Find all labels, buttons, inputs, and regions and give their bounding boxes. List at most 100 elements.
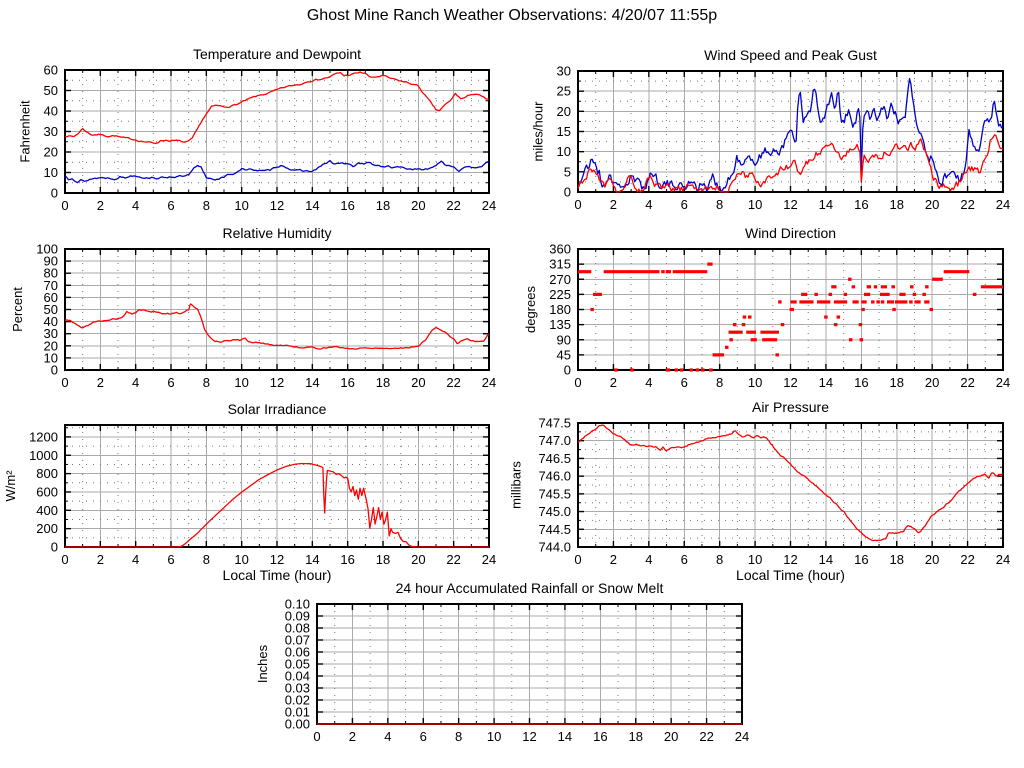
x-tick-label: 20 <box>411 552 425 567</box>
relative-humidity-line <box>64 303 490 350</box>
x-tick-label: 20 <box>411 375 425 390</box>
x-tick-label: 8 <box>716 197 723 212</box>
y-tick-label: 0 <box>51 186 58 201</box>
x-tick-label: 4 <box>132 198 139 213</box>
y-tick-label: 0.09 <box>285 609 310 624</box>
x-tick-label: 24 <box>482 552 496 567</box>
chart-title: Air Pressure <box>752 399 829 415</box>
x-tick-label: 16 <box>854 375 868 390</box>
x-tick-label: 10 <box>234 375 248 390</box>
y-tick-label: 50 <box>44 302 58 317</box>
x-tick-label: 6 <box>681 197 688 212</box>
y-tick-label: 1000 <box>29 448 58 463</box>
x-tick-label: 12 <box>783 552 797 567</box>
y-tick-label: 0.08 <box>285 621 310 636</box>
x-tick-label: 12 <box>522 729 536 744</box>
x-tick-label: 24 <box>996 197 1010 212</box>
x-tick-label: 22 <box>960 197 974 212</box>
x-tick-label: 24 <box>482 375 496 390</box>
y-tick-label: 0.07 <box>285 633 310 648</box>
y-tick-label: 50 <box>44 83 58 98</box>
x-tick-label: 4 <box>645 552 652 567</box>
y-tick-label: 800 <box>36 466 58 481</box>
y-tick-label: 0 <box>564 185 571 200</box>
x-tick-label: 22 <box>960 552 974 567</box>
x-tick-label: 10 <box>748 197 762 212</box>
y-tick-label: 45 <box>557 347 571 362</box>
x-tick-label: 6 <box>681 552 688 567</box>
y-tick-label: 200 <box>36 521 58 536</box>
x-tick-label: 0 <box>574 375 581 390</box>
y-tick-label: 400 <box>36 503 58 518</box>
x-tick-label: 22 <box>699 729 713 744</box>
x-tick-label: 18 <box>376 198 390 213</box>
x-tick-label: 18 <box>890 552 904 567</box>
x-tick-label: 6 <box>681 375 688 390</box>
peak-gust-line <box>577 78 1004 193</box>
x-tick-label: 2 <box>610 197 617 212</box>
x-tick-label: 12 <box>270 375 284 390</box>
y-tick-label: 745.5 <box>538 486 571 501</box>
y-tick-label: 30 <box>44 124 58 139</box>
y-tick-label: 744.5 <box>538 522 571 537</box>
x-tick-label: 18 <box>629 729 643 744</box>
x-tick-label: 16 <box>340 375 354 390</box>
air-pressure-line <box>577 424 1004 542</box>
dewpoint-line <box>64 159 490 184</box>
y-tick-label: 90 <box>557 332 571 347</box>
chart-temperature-and-dewpoint: 0 2 4 6 8 10 12 14 16 18 20 22 240102030405060Temper… <box>17 46 496 213</box>
x-tick-label: 14 <box>819 197 833 212</box>
x-tick-label: 10 <box>487 729 501 744</box>
y-tick-label: 0 <box>51 540 58 555</box>
x-tick-label: 2 <box>610 375 617 390</box>
x-tick-label: 0 <box>574 197 581 212</box>
x-tick-label: 8 <box>203 198 210 213</box>
x-tick-label: 8 <box>203 375 210 390</box>
chart-title: Temperature and Dewpoint <box>193 46 361 62</box>
x-tick-label: 24 <box>482 198 496 213</box>
x-tick-label: 4 <box>645 197 652 212</box>
x-tick-label: 16 <box>854 197 868 212</box>
y-axis-label: Percent <box>10 287 25 332</box>
x-tick-label: 14 <box>819 375 833 390</box>
x-tick-label: 2 <box>97 552 104 567</box>
x-tick-label: 6 <box>420 729 427 744</box>
y-tick-label: 0.05 <box>285 657 310 672</box>
y-tick-label: 0 <box>51 363 58 378</box>
x-tick-label: 20 <box>664 729 678 744</box>
x-tick-label: 20 <box>925 375 939 390</box>
y-tick-label: 0.10 <box>285 597 310 612</box>
x-tick-label: 24 <box>996 552 1010 567</box>
x-tick-label: 16 <box>593 729 607 744</box>
y-tick-label: 745.0 <box>538 504 571 519</box>
y-tick-label: 10 <box>557 144 571 159</box>
y-tick-label: 747.0 <box>538 433 571 448</box>
x-tick-label: 8 <box>455 729 462 744</box>
x-tick-label: 6 <box>167 198 174 213</box>
x-tick-label: 4 <box>384 729 391 744</box>
y-tick-label: 10 <box>44 350 58 365</box>
x-tick-label: 18 <box>890 197 904 212</box>
y-tick-label: 747.5 <box>538 416 571 431</box>
y-tick-label: 30 <box>44 326 58 341</box>
x-tick-label: 24 <box>735 729 749 744</box>
y-tick-label: 0.03 <box>285 681 310 696</box>
x-tick-label: 16 <box>340 198 354 213</box>
x-tick-label: 16 <box>854 552 868 567</box>
y-tick-label: 20 <box>44 145 58 160</box>
y-tick-label: 60 <box>44 290 58 305</box>
x-tick-label: 20 <box>411 198 425 213</box>
y-axis-label: Inches <box>255 644 270 683</box>
x-tick-label: 4 <box>132 375 139 390</box>
chart-title: Wind Speed and Peak Gust <box>704 47 877 63</box>
x-tick-label: 2 <box>97 198 104 213</box>
x-tick-label: 18 <box>890 375 904 390</box>
y-tick-label: 0.04 <box>285 669 310 684</box>
x-tick-label: 22 <box>446 375 460 390</box>
y-tick-label: 30 <box>557 64 571 79</box>
y-tick-label: 0 <box>564 363 571 378</box>
y-axis-label: degrees <box>523 286 538 333</box>
y-axis-label: miles/hour <box>530 101 545 162</box>
y-tick-label: 0.00 <box>285 717 310 732</box>
